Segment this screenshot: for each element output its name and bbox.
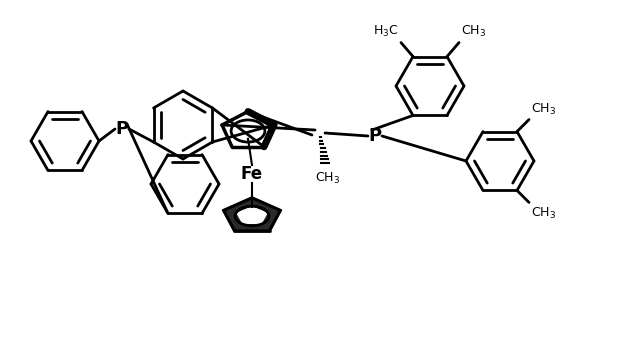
Text: P: P bbox=[115, 120, 129, 138]
Polygon shape bbox=[237, 207, 267, 223]
Polygon shape bbox=[223, 198, 280, 231]
Text: CH$_3$: CH$_3$ bbox=[531, 101, 556, 117]
Text: CH$_3$: CH$_3$ bbox=[531, 205, 556, 220]
Text: H$_3$C: H$_3$C bbox=[373, 24, 399, 39]
Text: Fe: Fe bbox=[241, 165, 263, 183]
Text: CH$_3$: CH$_3$ bbox=[461, 24, 486, 39]
Text: P: P bbox=[369, 127, 381, 145]
Text: CH$_3$: CH$_3$ bbox=[316, 171, 340, 186]
